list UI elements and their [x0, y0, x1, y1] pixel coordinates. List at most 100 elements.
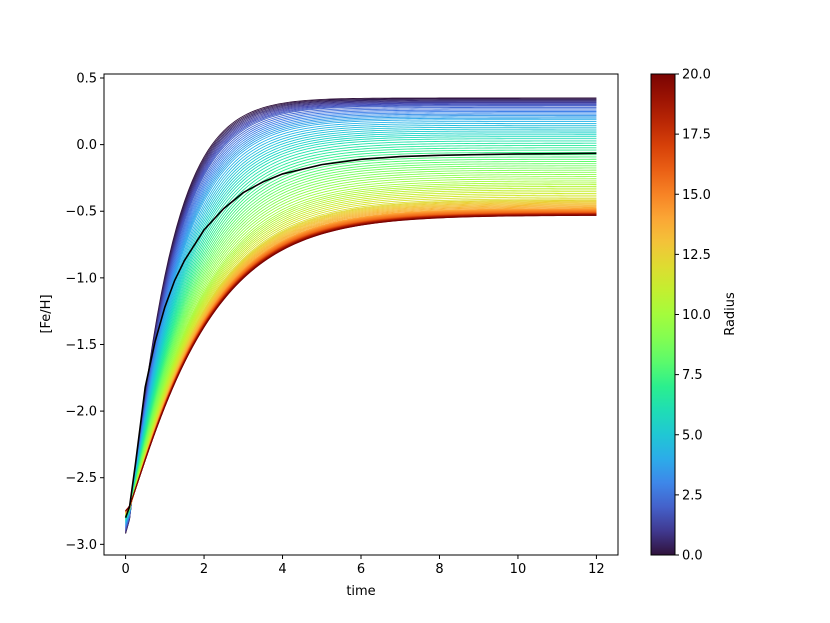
- series-line: [125, 124, 597, 522]
- series-line: [125, 171, 597, 516]
- series-line: [125, 113, 597, 526]
- series-line: [125, 121, 597, 523]
- highlight-series: [124, 152, 597, 518]
- series-line: [125, 207, 597, 513]
- series-line: [125, 130, 597, 521]
- y-tick-label: −1.0: [65, 271, 97, 286]
- series-line: [125, 115, 597, 525]
- series-line: [125, 213, 597, 512]
- series-line: [125, 212, 597, 512]
- series-line: [125, 201, 597, 514]
- y-tick-label: −2.5: [65, 471, 97, 486]
- series-line: [125, 99, 597, 533]
- colorbar-tick-label: 2.5: [682, 488, 703, 503]
- series-line: [125, 213, 597, 512]
- series-line: [125, 112, 597, 526]
- colorbar: [650, 73, 676, 556]
- colorbar-tick-label: 12.5: [682, 248, 711, 263]
- x-tick-label: 12: [588, 562, 605, 577]
- series-line: [125, 199, 597, 514]
- series-line: [125, 134, 597, 520]
- series-line: [125, 212, 597, 512]
- series-line: [125, 191, 597, 515]
- series-line: [125, 198, 597, 515]
- series-line: [125, 116, 597, 525]
- series-line: [125, 203, 597, 514]
- series-line: [125, 145, 597, 519]
- series-line: [125, 208, 597, 513]
- colorbar-label: Radius: [723, 292, 738, 336]
- series-line: [125, 105, 597, 529]
- y-axis-ticks: 0.5 0.0 −0.5 −1.0 −1.5 −2.0 −2.5 −3.0: [65, 71, 104, 553]
- series-line: [125, 212, 597, 512]
- series-line: [125, 214, 597, 512]
- series-line: [125, 149, 597, 518]
- series-line: [125, 109, 597, 527]
- series-line: [125, 104, 597, 529]
- series-line: [125, 204, 597, 514]
- series-line: [125, 156, 597, 518]
- series-line: [125, 185, 597, 515]
- series-line: [125, 205, 597, 514]
- x-tick-label: 10: [510, 562, 527, 577]
- series-line: [125, 178, 597, 516]
- colorbar-tick-label: 0.0: [682, 549, 703, 564]
- series-line: [125, 132, 597, 521]
- y-tick-label: −3.0: [65, 538, 97, 553]
- series-line: [125, 202, 597, 514]
- series-line: [125, 196, 597, 515]
- series-line: [125, 99, 597, 533]
- series-line: [125, 161, 597, 517]
- series-line: [125, 103, 597, 531]
- series-line: [125, 102, 597, 531]
- series-line: [125, 180, 597, 516]
- series-line: [125, 208, 597, 513]
- x-tick-label: 4: [278, 562, 286, 577]
- series-line: [125, 147, 597, 519]
- series-line: [125, 213, 597, 512]
- series-line: [125, 142, 597, 519]
- colorbar-tick-label: 17.5: [682, 128, 711, 143]
- x-tick-label: 0: [121, 562, 129, 577]
- y-tick-label: 0.0: [76, 138, 97, 153]
- colorbar-tick-label: 20.0: [682, 68, 711, 83]
- y-tick-label: −1.5: [65, 338, 97, 353]
- series-line: [125, 173, 597, 516]
- series-line: [125, 98, 597, 534]
- y-tick-label: −2.0: [65, 405, 97, 420]
- series-line: [125, 111, 597, 527]
- series-line: [125, 213, 597, 512]
- series-line: [125, 123, 597, 523]
- series-line: [125, 140, 597, 519]
- series-line: [125, 194, 597, 515]
- series-line: [125, 119, 597, 524]
- series-line: [125, 209, 597, 513]
- series-line: [125, 101, 597, 532]
- colorbar-tick-label: 10.0: [682, 308, 711, 323]
- series-line: [125, 165, 597, 517]
- x-axis-label: time: [346, 584, 375, 599]
- series-line: [125, 187, 597, 515]
- colorbar-tick-label: 5.0: [682, 428, 703, 443]
- series-lines: [125, 97, 597, 534]
- series-line: [125, 184, 597, 516]
- series-line: [125, 182, 597, 516]
- series-line: [125, 206, 597, 513]
- y-axis-label: [Fe/H]: [39, 294, 54, 333]
- x-tick-label: 6: [357, 562, 365, 577]
- x-tick-label: 8: [435, 562, 443, 577]
- series-line: [125, 189, 597, 515]
- series-line: [125, 100, 597, 532]
- series-line: [125, 128, 597, 522]
- series-line: [125, 108, 597, 528]
- series-line: [125, 107, 597, 528]
- series-line: [125, 97, 597, 534]
- series-line: [125, 213, 597, 512]
- colorbar-tick-label: 15.0: [682, 188, 711, 203]
- x-axis-ticks: 0 2 4 6 8 10 12: [121, 555, 605, 577]
- series-line: [125, 158, 597, 517]
- series-line: [125, 151, 597, 518]
- colorbar-tick-label: 7.5: [682, 368, 703, 383]
- x-tick-label: 2: [200, 562, 208, 577]
